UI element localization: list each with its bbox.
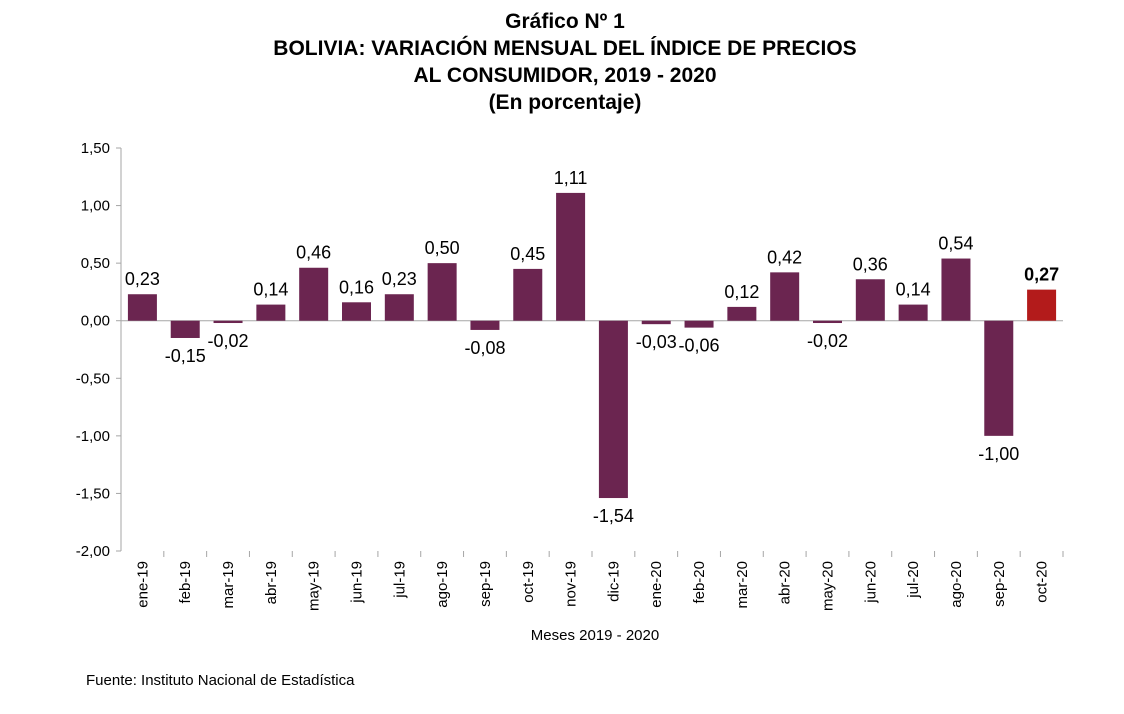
data-label: 0,54: [938, 234, 973, 254]
data-label: -0,03: [636, 332, 677, 352]
chart-title: Gráfico Nº 1 BOLIVIA: VARIACIÓN MENSUAL …: [0, 8, 1124, 116]
x-tick-label: ago-20: [948, 561, 965, 608]
data-label: 0,50: [425, 238, 460, 258]
bar: [470, 320, 500, 330]
bar: [256, 304, 286, 321]
bar: [684, 320, 714, 328]
data-label: -0,06: [679, 336, 720, 356]
x-tick-label: jun-20: [862, 561, 879, 604]
x-axis-title: Meses 2019 - 2020: [531, 627, 659, 644]
y-tick-label: 0,50: [81, 255, 110, 272]
source-note: Fuente: Instituto Nacional de Estadístic…: [86, 672, 355, 689]
x-tick-label: feb-19: [177, 561, 194, 604]
bar: [855, 279, 885, 321]
data-label: 0,36: [853, 254, 888, 274]
y-tick-label: 1,00: [81, 198, 110, 215]
data-label: 0,12: [724, 282, 759, 302]
bar: [941, 258, 971, 321]
bar: [770, 272, 800, 321]
data-label: 0,46: [296, 243, 331, 263]
bar: [170, 320, 200, 338]
y-tick-label: -2,00: [76, 543, 110, 560]
bar: [898, 304, 928, 321]
y-tick-label: -0,50: [76, 370, 110, 387]
chart-subtitle: (En porcentaje): [488, 91, 642, 114]
data-label: 0,23: [125, 269, 160, 289]
bar: [427, 263, 457, 321]
y-tick-label: -1,00: [76, 428, 110, 445]
bar: [299, 267, 329, 321]
bar: [384, 294, 414, 321]
x-tick-label: dic-19: [605, 561, 622, 602]
data-label: 0,23: [382, 269, 417, 289]
data-label: -1,00: [978, 444, 1019, 464]
x-tick-label: may-19: [306, 561, 323, 611]
x-tick-label: mar-20: [734, 561, 751, 609]
x-tick-label: jun-19: [349, 561, 366, 604]
data-label: 0,16: [339, 277, 374, 297]
data-label: -0,02: [208, 331, 249, 351]
data-label: 0,14: [896, 280, 931, 300]
bar: [984, 320, 1014, 436]
y-tick-label: 1,50: [81, 140, 110, 157]
y-tick-label: 0,00: [81, 313, 110, 330]
data-label: -0,02: [807, 331, 848, 351]
x-tick-label: abr-20: [777, 561, 794, 604]
x-tick-label: ene-20: [648, 561, 665, 608]
x-tick-label: ene-19: [134, 561, 151, 608]
bar: [1027, 289, 1057, 321]
bar: [813, 320, 842, 324]
bar: [513, 268, 543, 321]
x-tick-label: mar-19: [220, 561, 237, 609]
bar: [727, 306, 757, 321]
bar: [213, 320, 243, 324]
bar: [641, 320, 671, 325]
data-label: 0,27: [1024, 265, 1059, 285]
x-tick-label: jul-20: [905, 561, 922, 599]
x-tick-label: feb-20: [691, 561, 708, 604]
chart-title-line-2: BOLIVIA: VARIACIÓN MENSUAL DEL ÍNDICE DE…: [273, 37, 857, 60]
data-label: 0,45: [510, 244, 545, 264]
x-tick-label: nov-19: [563, 561, 580, 607]
x-tick-label: sep-20: [991, 561, 1008, 607]
x-tick-label: oct-19: [520, 561, 537, 603]
x-tick-label: sep-19: [477, 561, 494, 607]
bar: [598, 320, 628, 499]
chart-title-line-1: Gráfico Nº 1: [505, 10, 625, 33]
x-tick-label: may-20: [820, 561, 837, 611]
data-label: 0,14: [253, 280, 288, 300]
data-label: 1,11: [554, 168, 588, 188]
bar: [342, 302, 371, 321]
x-tick-label: oct-20: [1034, 561, 1051, 603]
y-tick-label: -1,50: [76, 485, 110, 502]
bar: [556, 192, 586, 321]
chart-title-line-3: AL CONSUMIDOR, 2019 - 2020: [413, 64, 717, 87]
data-label: 0,42: [767, 247, 802, 267]
data-label: -0,15: [165, 346, 206, 366]
x-tick-label: jul-19: [391, 561, 408, 599]
data-label: -1,54: [593, 506, 634, 526]
x-tick-label: ago-19: [434, 561, 451, 608]
x-tick-label: abr-19: [263, 561, 280, 604]
bar: [127, 294, 157, 321]
data-label: -0,08: [464, 338, 505, 358]
